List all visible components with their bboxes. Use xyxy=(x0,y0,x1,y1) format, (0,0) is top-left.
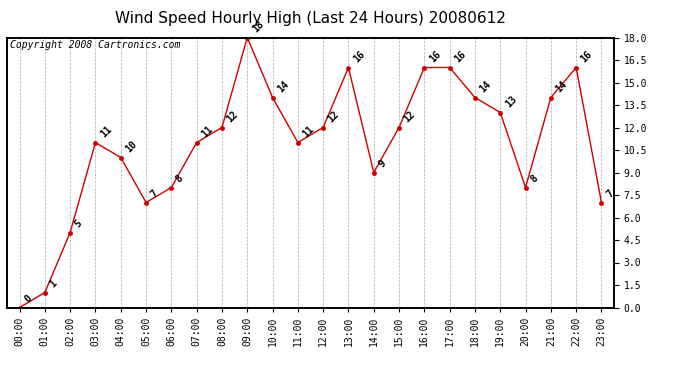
Text: 11: 11 xyxy=(199,124,215,140)
Text: 14: 14 xyxy=(275,80,290,95)
Text: 16: 16 xyxy=(579,50,594,65)
Text: 16: 16 xyxy=(351,50,366,65)
Text: 9: 9 xyxy=(377,159,388,170)
Text: 1: 1 xyxy=(48,279,59,290)
Text: 7: 7 xyxy=(604,189,615,200)
Text: 11: 11 xyxy=(98,124,114,140)
Text: Copyright 2008 Cartronics.com: Copyright 2008 Cartronics.com xyxy=(10,40,180,50)
Text: 10: 10 xyxy=(124,140,139,155)
Text: 11: 11 xyxy=(301,124,316,140)
Text: 18: 18 xyxy=(250,20,266,35)
Text: Wind Speed Hourly High (Last 24 Hours) 20080612: Wind Speed Hourly High (Last 24 Hours) 2… xyxy=(115,11,506,26)
Text: 8: 8 xyxy=(174,174,186,185)
Text: 7: 7 xyxy=(149,189,160,200)
Text: 5: 5 xyxy=(73,219,84,230)
Text: 14: 14 xyxy=(477,80,493,95)
Text: 8: 8 xyxy=(529,174,540,185)
Text: 12: 12 xyxy=(225,110,240,125)
Text: 16: 16 xyxy=(427,50,442,65)
Text: 14: 14 xyxy=(553,80,569,95)
Text: 12: 12 xyxy=(402,110,417,125)
Text: 12: 12 xyxy=(326,110,342,125)
Text: 16: 16 xyxy=(453,50,468,65)
Text: 13: 13 xyxy=(503,94,518,110)
Text: 0: 0 xyxy=(22,294,34,305)
